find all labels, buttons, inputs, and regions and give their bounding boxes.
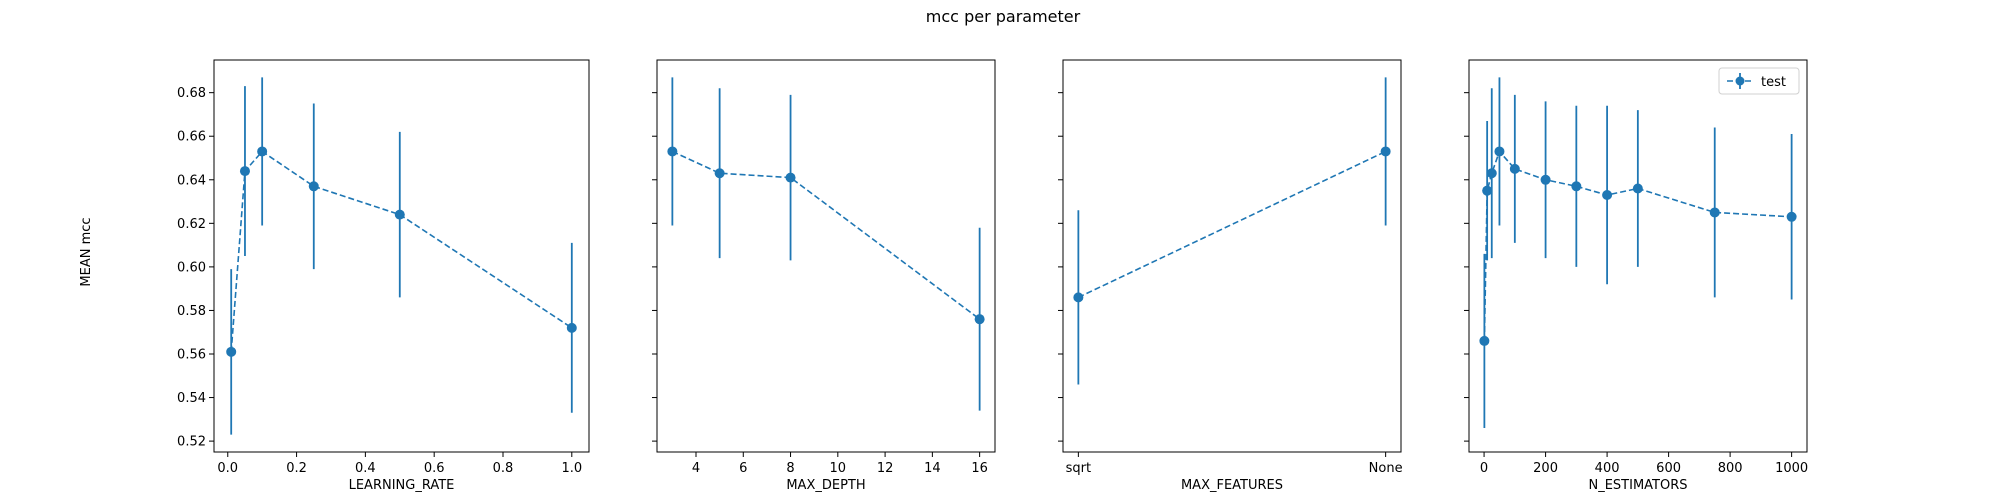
axes-frame xyxy=(213,59,590,453)
data-point xyxy=(974,314,985,325)
axes-frame xyxy=(656,59,996,453)
axes-frame xyxy=(1468,59,1808,453)
x-tick-label: 0.4 xyxy=(355,461,376,476)
y-tick-label: 0.56 xyxy=(177,348,206,363)
data-point xyxy=(1494,146,1505,157)
x-tick-label: 600 xyxy=(1656,461,1681,476)
x-tick-label: 8 xyxy=(786,461,794,476)
x-tick-label: 0.6 xyxy=(424,461,445,476)
data-point xyxy=(1509,163,1520,174)
x-tick-label: 200 xyxy=(1533,461,1558,476)
data-point xyxy=(1073,292,1084,303)
x-tick-label: None xyxy=(1369,461,1403,476)
legend-label: test xyxy=(1761,75,1786,90)
legend: test xyxy=(1718,67,1800,95)
series-line xyxy=(1078,150,1386,299)
data-point xyxy=(714,168,725,179)
data-point xyxy=(1786,211,1797,222)
legend-frame xyxy=(1718,67,1800,95)
data-point xyxy=(566,322,577,333)
x-tick-label: 0 xyxy=(1480,461,1488,476)
x-axis-label: LEARNING_RATE xyxy=(349,478,455,493)
data-point xyxy=(1540,174,1551,185)
y-tick-label: 0.54 xyxy=(177,391,206,406)
y-tick-label: 0.66 xyxy=(177,130,206,145)
x-tick-label: 6 xyxy=(739,461,747,476)
subplot-3: sqrt None MAX_FEATURES xyxy=(1058,59,1403,493)
figure-title: mcc per parameter xyxy=(926,7,1081,26)
x-tick-label: 0.0 xyxy=(217,461,238,476)
x-tick-label: 0.8 xyxy=(493,461,514,476)
x-tick-label: 800 xyxy=(1718,461,1743,476)
data-point xyxy=(1479,335,1490,346)
data-point xyxy=(1632,183,1643,194)
data-point xyxy=(308,181,319,192)
data-point xyxy=(226,346,237,357)
data-point xyxy=(257,146,268,157)
series-line xyxy=(230,150,573,352)
data-point xyxy=(785,172,796,183)
subplot-4: 0 200 400 600 800 1000 N_ESTIMATORS test xyxy=(1464,59,1808,493)
data-point xyxy=(1482,185,1493,196)
data-point xyxy=(239,166,250,177)
x-axis-label: N_ESTIMATORS xyxy=(1588,478,1687,493)
x-tick-label: 0.2 xyxy=(286,461,307,476)
x-tick-label: 12 xyxy=(877,461,894,476)
y-tick-label: 0.62 xyxy=(177,217,206,232)
y-tick-label: 0.60 xyxy=(177,260,206,275)
y-tick-label: 0.52 xyxy=(177,435,206,450)
x-tick-label: sqrt xyxy=(1066,461,1091,476)
x-axis-label: MAX_DEPTH xyxy=(786,478,865,493)
subplot-1: 0.52 0.54 0.56 0.58 0.60 0.62 0.64 0.66 0.68 0.0 0… xyxy=(177,59,590,493)
data-point xyxy=(1602,190,1613,201)
figure-ylabel: MEAN mcc xyxy=(79,217,94,286)
x-tick-label: 14 xyxy=(924,461,941,476)
data-point xyxy=(1709,207,1720,218)
data-point xyxy=(1486,168,1497,179)
data-point xyxy=(667,146,678,157)
y-tick-label: 0.58 xyxy=(177,304,206,319)
panels: 0.520.540.560.580.600.620.640.660.680.0 0… xyxy=(177,59,1808,493)
x-tick-label: 1.0 xyxy=(561,461,582,476)
x-tick-label: 1000 xyxy=(1775,461,1808,476)
x-tick-label: 16 xyxy=(971,461,988,476)
legend-marker xyxy=(1735,76,1745,86)
subplot-2: 4 6 8 10 12 14 16 MAX_DEPTH xyxy=(652,59,996,493)
data-point xyxy=(394,209,405,220)
axes-frame xyxy=(1062,59,1402,453)
y-tick-label: 0.64 xyxy=(177,173,206,188)
x-tick-label: 400 xyxy=(1595,461,1620,476)
data-point xyxy=(1380,146,1391,157)
y-tick-label: 0.68 xyxy=(177,86,206,101)
data-point xyxy=(1571,181,1582,192)
x-tick-label: 10 xyxy=(830,461,847,476)
x-tick-label: 4 xyxy=(692,461,700,476)
x-axis-label: MAX_FEATURES xyxy=(1181,478,1283,493)
